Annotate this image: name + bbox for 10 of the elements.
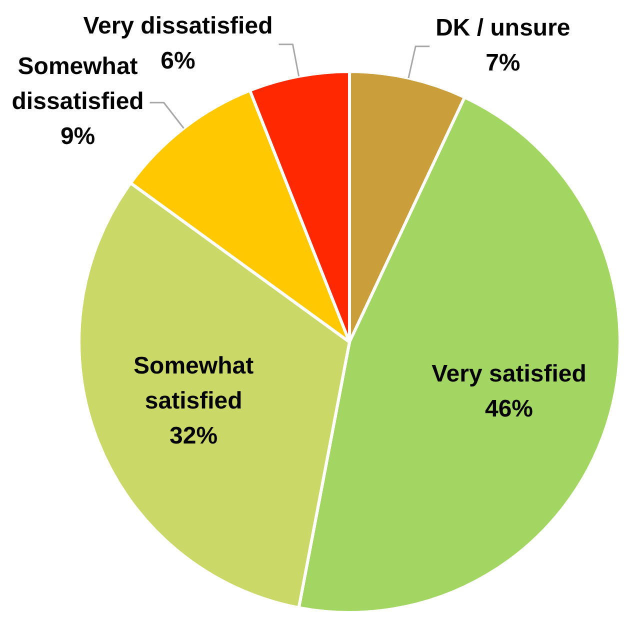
data-label: 7% bbox=[486, 49, 520, 76]
slice-label: Very satisfied bbox=[432, 360, 586, 388]
data-label: 9% bbox=[60, 123, 96, 150]
slice-label: Somewhat satisfied bbox=[134, 352, 254, 414]
slice-label: Very dissatisfied bbox=[83, 12, 273, 40]
data-label: 32% bbox=[170, 422, 218, 450]
data-label: 46% bbox=[484, 395, 534, 422]
data-label: 6% bbox=[160, 48, 196, 75]
slice-label: DK / unsure bbox=[436, 14, 570, 42]
slice-label: Somewhat dissatisfied bbox=[12, 53, 144, 116]
